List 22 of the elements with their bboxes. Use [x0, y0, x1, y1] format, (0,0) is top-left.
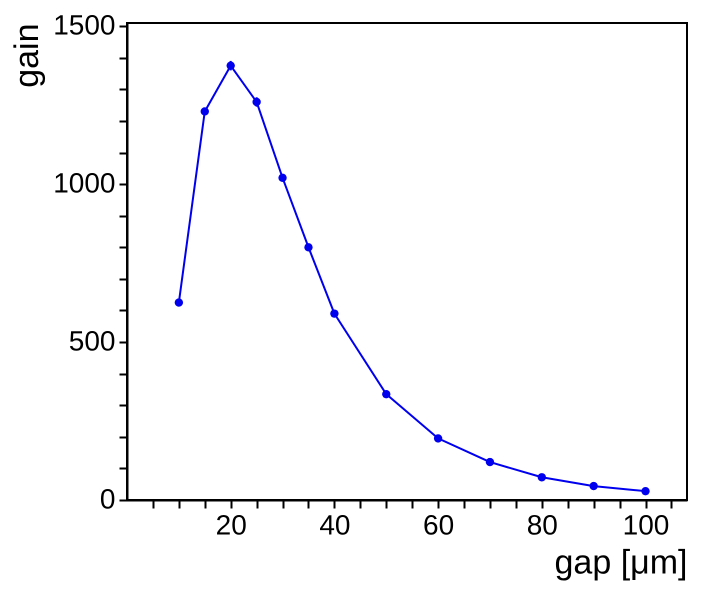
point — [434, 434, 442, 443]
x-axis-title: gap [μm] — [554, 544, 688, 582]
point — [641, 486, 650, 496]
y-tick-label: 0 — [100, 484, 116, 514]
point — [278, 174, 287, 182]
point — [330, 309, 339, 318]
x-tick-label: 60 — [423, 510, 454, 540]
point — [589, 482, 598, 490]
x-tick-label: 100 — [622, 510, 670, 540]
x-tick-label: 40 — [319, 510, 350, 540]
y-tick-label: 1500 — [53, 10, 116, 41]
point — [200, 107, 209, 116]
x-tick-label: 20 — [216, 510, 247, 540]
y-tick-label: 500 — [68, 326, 116, 357]
x-tick-label: 80 — [526, 510, 558, 540]
point — [538, 473, 546, 482]
point — [382, 390, 390, 398]
point — [304, 243, 313, 252]
point — [486, 458, 494, 466]
point — [174, 298, 184, 307]
y-axis-title: gain — [8, 24, 46, 88]
y-tick-label: 1000 — [53, 168, 116, 199]
